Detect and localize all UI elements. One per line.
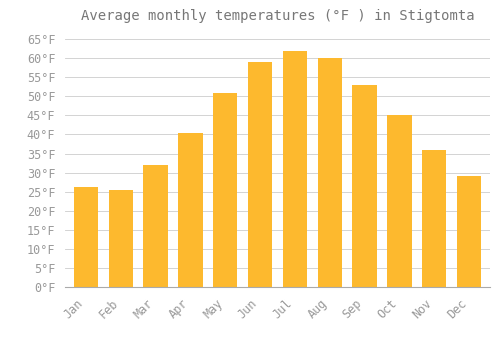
Bar [318,58,342,287]
Bar [74,187,98,287]
Bar [178,133,203,287]
Bar [144,165,168,287]
Title: Average monthly temperatures (°F ) in Stigtomta: Average monthly temperatures (°F ) in St… [80,9,474,23]
Bar [213,92,238,287]
Bar [282,50,307,287]
Bar [352,85,377,287]
Bar [108,190,133,287]
Bar [387,116,411,287]
Bar [422,150,446,287]
Bar [457,176,481,287]
Bar [248,62,272,287]
